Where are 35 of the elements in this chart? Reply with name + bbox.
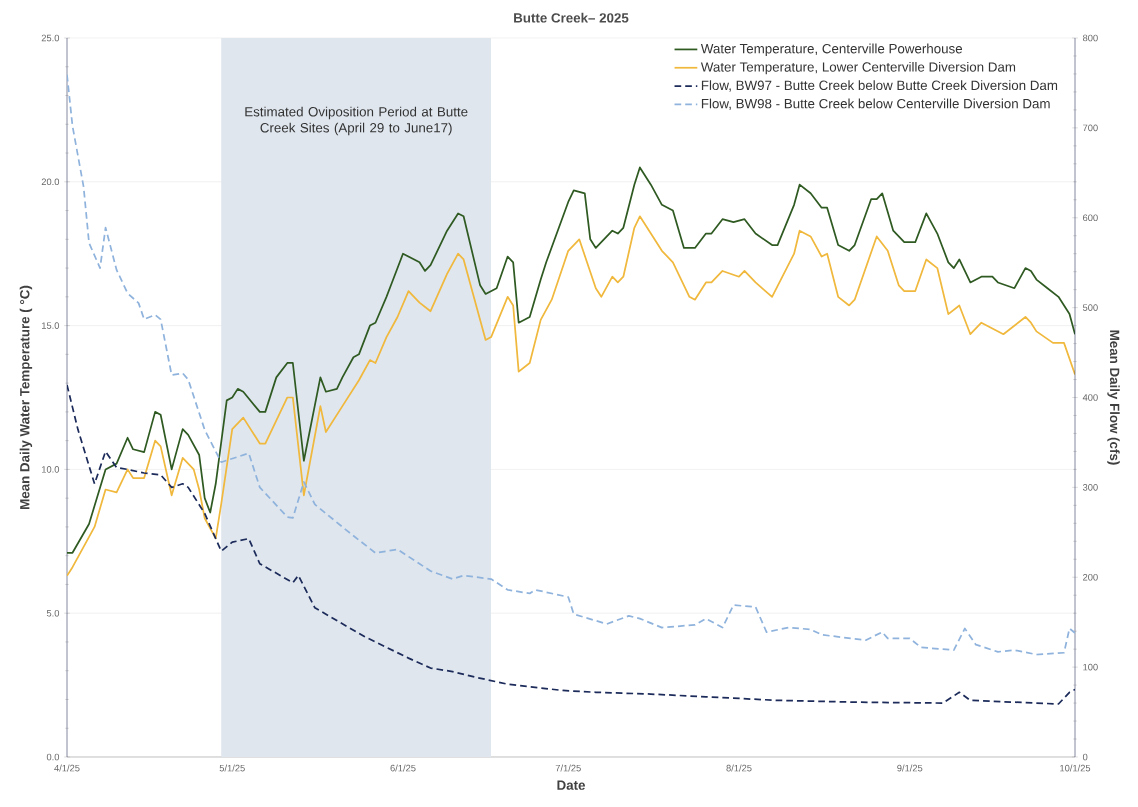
chart-title: Butte Creek– 2025 <box>514 12 629 23</box>
y2-tick-label: 700 <box>1083 124 1098 132</box>
y2-tick-label: 400 <box>1082 394 1098 401</box>
y-axis-title: Mean Daily Water Temperature ( °C) <box>19 285 33 509</box>
x-tick-label: 5/1/25 <box>219 764 245 772</box>
x-tick-label: 9/1/25 <box>897 764 923 772</box>
line-series <box>67 215 1076 577</box>
legend-label: Flow, BW98 - Butte Creek below Centerville Diversion Dam <box>701 98 1050 110</box>
line-series <box>67 166 1076 554</box>
y2-tick-label: 500 <box>1082 304 1098 311</box>
y2-tick-label: 0 <box>1082 753 1088 761</box>
x-tick-label: 4/1/25 <box>54 764 80 772</box>
y2-tick-label: 600 <box>1083 214 1098 222</box>
legend-label: Water Temperature, Centerville Powerhouse <box>700 43 963 57</box>
band-label: Estimated Oviposition Period at Butte Creek Sites (April 29 to June17) <box>245 106 468 136</box>
y2-tick-label: 200 <box>1083 573 1098 581</box>
x-tick-label: 7/1/25 <box>555 764 581 772</box>
x-tick-label: 6/1/25 <box>390 764 416 772</box>
y-tick-label: 5.0 <box>46 609 60 617</box>
y-tick-label: 20.0 <box>41 178 60 186</box>
line-series <box>67 73 1076 656</box>
y2-tick-label: 100 <box>1083 663 1098 671</box>
y-tick-label: 0.0 <box>46 753 60 761</box>
y2-tick-label: 800 <box>1082 34 1098 42</box>
x-tick-label: 8/1/25 <box>726 764 752 772</box>
legend-label: Water Temperature, Lower Centerville Diversion Dam <box>700 61 1016 75</box>
x-axis-title: Date <box>557 780 585 790</box>
y2-axis-title: Mean Daily Flow (cfs) <box>1107 330 1120 465</box>
line-series <box>67 384 1076 705</box>
x-tick-label: 10/1/25 <box>1060 764 1091 772</box>
legend-label: Flow, BW97 - Butte Creek below Butte Creek Diversion Dam <box>701 80 1058 92</box>
y2-tick-label: 300 <box>1082 484 1098 491</box>
y-tick-label: 25.0 <box>41 34 60 42</box>
y-tick-label: 15.0 <box>41 322 60 329</box>
y-tick-label: 10.0 <box>41 466 60 473</box>
